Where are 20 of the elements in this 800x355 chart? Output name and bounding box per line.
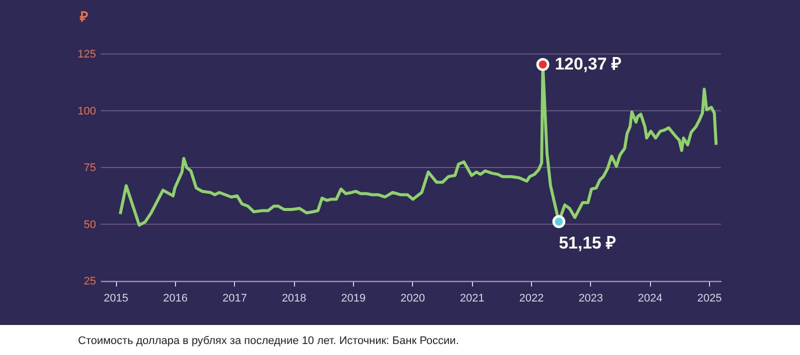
x-tick-label: 2020 xyxy=(400,292,425,304)
x-tick-label: 2019 xyxy=(341,292,366,304)
y-tick-label: 50 xyxy=(84,218,96,231)
x-tick-label: 2015 xyxy=(104,292,128,304)
x-tick-label: 2021 xyxy=(460,292,484,304)
x-tick-label: 2016 xyxy=(163,292,188,304)
x-tick-label: 2023 xyxy=(578,292,604,304)
y-tick-label: 25 xyxy=(84,276,96,288)
x-tick-label: 2025 xyxy=(697,292,722,304)
annotation: 120,37 ₽ xyxy=(554,54,622,74)
y-axis-title: ₽ xyxy=(79,8,88,24)
y-tick-label: 125 xyxy=(78,48,96,60)
x-tick-label: 2018 xyxy=(282,292,306,304)
x-tick-label: 2017 xyxy=(222,292,247,304)
y-tick-label: 75 xyxy=(84,162,96,174)
x-tick-label: 2024 xyxy=(638,292,662,304)
text: Стоимость доллара в рублях за последние 10 лет. Источник: Банк России. xyxy=(78,335,459,347)
y-tick-label: 100 xyxy=(78,105,96,118)
annotation: 51,15 ₽ xyxy=(558,234,616,253)
x-tick-label: 2022 xyxy=(519,292,544,304)
